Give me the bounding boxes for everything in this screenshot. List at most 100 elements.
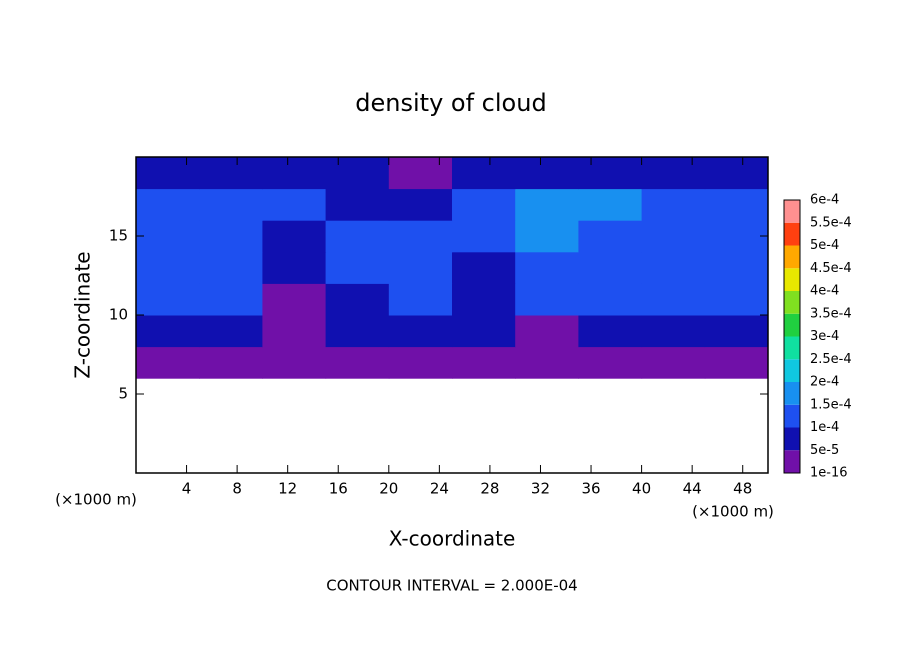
colorbar-label: 2.5e-4 (810, 352, 852, 367)
contour-cell (136, 157, 200, 190)
x-tick-label: 40 (632, 480, 651, 498)
contour-cell (641, 188, 706, 221)
chart-title: density of cloud (355, 89, 546, 117)
contour-cell (515, 283, 579, 316)
contour-cell (325, 346, 390, 379)
contour-cell (262, 220, 327, 253)
y-unit: (×1000 m) (55, 491, 137, 509)
contour-cell (388, 315, 453, 348)
contour-cell (578, 315, 643, 348)
contour-cell (515, 220, 579, 253)
x-tick-label: 12 (278, 480, 297, 498)
colorbar-swatch (784, 245, 800, 269)
colorbar-swatch (784, 200, 800, 223)
colorbar-label: 3.5e-4 (810, 306, 852, 321)
x-tick-label: 28 (480, 480, 499, 498)
y-tick-label: 15 (109, 227, 128, 245)
x-unit: (×1000 m) (692, 503, 774, 521)
colorbar-swatch (784, 313, 800, 337)
contour-cell (515, 251, 579, 284)
contour-cell (515, 188, 579, 221)
contour-cell (262, 251, 327, 284)
contour-cell (704, 188, 769, 221)
contour-cell (704, 346, 769, 379)
x-tick-label: 44 (683, 480, 702, 498)
contour-cell (578, 251, 643, 284)
colorbar-swatch (784, 404, 800, 428)
contour-cell (641, 315, 706, 348)
colorbar-swatch (784, 382, 800, 405)
contour-cell (199, 220, 263, 253)
colorbar-frame (783, 199, 801, 474)
contour-cell (262, 188, 327, 221)
colorbar-swatch (784, 222, 800, 246)
contour-cell (325, 315, 390, 348)
colorbar-label: 5.5e-4 (810, 215, 852, 230)
y-axis-label: Z-coordinate (71, 251, 95, 378)
contour-cell (452, 251, 516, 284)
contour-cell (641, 157, 706, 190)
contour-cell (452, 315, 516, 348)
contour-cell (388, 283, 453, 316)
contour-cell (136, 251, 200, 284)
contour-cell (199, 251, 263, 284)
contour-cell (388, 157, 453, 190)
contour-cell (262, 346, 327, 379)
contour-cell (199, 188, 263, 221)
x-tick-label: 48 (733, 480, 752, 498)
contour-cell (641, 346, 706, 379)
colorbar-label: 2e-4 (810, 375, 839, 390)
contour-cell (199, 346, 263, 379)
contour-cell (199, 315, 263, 348)
colorbar-label: 5e-4 (810, 238, 839, 253)
contour-cell (578, 346, 643, 379)
contour-cell (452, 220, 516, 253)
x-tick-label: 4 (182, 480, 192, 498)
colorbar-swatch (784, 291, 800, 314)
contour-cell (136, 220, 200, 253)
contour-cell (199, 283, 263, 316)
x-axis-label: X-coordinate (389, 527, 516, 551)
colorbar-label: 4.5e-4 (810, 261, 852, 276)
colorbar-swatch (784, 450, 800, 473)
contour-cell (136, 188, 200, 221)
contour-cell (704, 315, 769, 348)
contour-cell (452, 188, 516, 221)
contour-cell (199, 157, 263, 190)
contour-cell (578, 220, 643, 253)
contour-cell (388, 251, 453, 284)
contour-cell (578, 283, 643, 316)
colorbar-label: 1.5e-4 (810, 397, 852, 412)
colorbar-label: 6e-4 (810, 193, 839, 208)
x-tick-label: 24 (430, 480, 449, 498)
contour-cell (704, 157, 769, 190)
contour-cell (515, 315, 579, 348)
colorbar-swatch (784, 359, 800, 382)
contour-cell (641, 283, 706, 316)
colorbar-label: 4e-4 (810, 284, 839, 299)
contour-cell (641, 220, 706, 253)
contour-cell (262, 157, 327, 190)
contour-cell (452, 157, 516, 190)
contour-cell (325, 220, 390, 253)
contour-cell (388, 188, 453, 221)
contour-cell (452, 283, 516, 316)
contour-cell (578, 157, 643, 190)
y-tick-label: 5 (118, 385, 128, 403)
colorbar-label: 3e-4 (810, 329, 839, 344)
contour-cell (578, 188, 643, 221)
colorbar-swatch (784, 336, 800, 360)
contour-cell (515, 157, 579, 190)
colorbar-swatch (784, 427, 800, 451)
contour-cell (452, 346, 516, 379)
contour-cell (262, 283, 327, 316)
contour-cell (388, 220, 453, 253)
x-tick-label: 32 (531, 480, 550, 498)
contour-cell (704, 220, 769, 253)
contour-cell (325, 157, 390, 190)
x-tick-label: 36 (581, 480, 600, 498)
contour-cell (641, 251, 706, 284)
contour-cell (704, 251, 769, 284)
contour-cell (325, 251, 390, 284)
